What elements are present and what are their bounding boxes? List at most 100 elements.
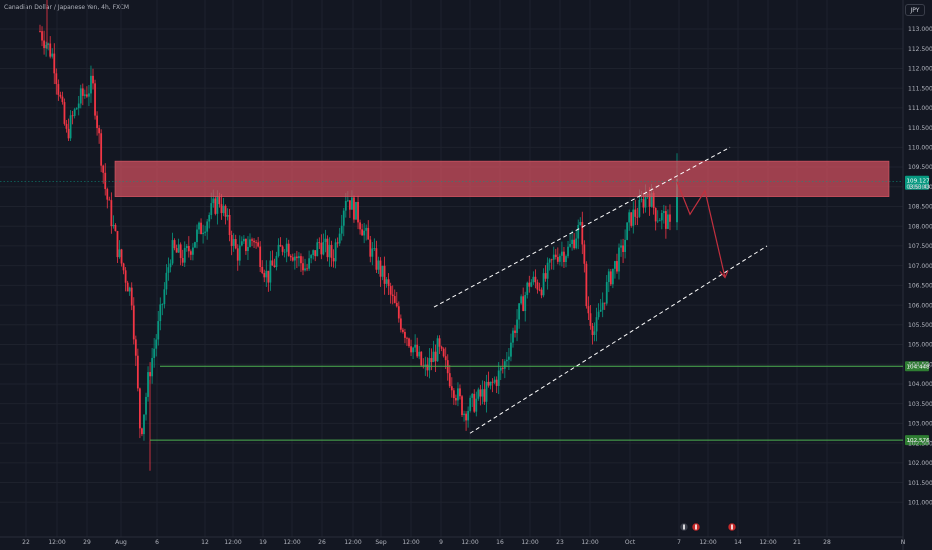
candle-body bbox=[628, 212, 631, 223]
candle-body bbox=[112, 224, 115, 227]
candle-body bbox=[259, 246, 262, 267]
candle-body bbox=[556, 257, 559, 262]
candle-body bbox=[271, 260, 274, 266]
candle-body bbox=[609, 271, 612, 285]
candle-body bbox=[391, 294, 394, 297]
candle-body bbox=[336, 242, 339, 244]
candle-body bbox=[134, 339, 137, 356]
candle-body bbox=[624, 239, 627, 252]
candle-body bbox=[206, 221, 209, 232]
candle-body bbox=[426, 364, 429, 371]
y-tick-label: 105.000 bbox=[908, 342, 932, 349]
y-tick-label: 101.500 bbox=[908, 480, 932, 487]
candle-body bbox=[442, 348, 445, 357]
countdown-label: 03:53:43 bbox=[907, 184, 930, 190]
y-tick-label: 101.000 bbox=[908, 499, 932, 506]
candle-body bbox=[285, 243, 288, 252]
candle-body bbox=[198, 222, 200, 230]
candle-body bbox=[173, 240, 176, 249]
candle-body bbox=[412, 347, 414, 353]
candle-body bbox=[567, 246, 569, 257]
y-tick-label: 102.500 bbox=[908, 440, 932, 447]
y-tick-label: 108.000 bbox=[908, 223, 932, 230]
candle-body bbox=[281, 246, 284, 252]
candle-body bbox=[94, 83, 96, 116]
ascending-channel[interactable] bbox=[433, 146, 768, 434]
candlestick-series bbox=[39, 0, 678, 471]
candle-body bbox=[312, 250, 315, 256]
x-tick-label: 12:00 bbox=[224, 539, 241, 546]
y-tick-label: 107.000 bbox=[908, 263, 932, 270]
candle-body bbox=[593, 331, 596, 335]
candle-body bbox=[265, 270, 268, 278]
candle-body bbox=[565, 256, 567, 263]
candle-body bbox=[404, 331, 406, 338]
candle-body bbox=[126, 282, 129, 292]
candle-body bbox=[534, 276, 537, 283]
y-tick-label: 104.500 bbox=[908, 361, 932, 368]
candle-body bbox=[495, 379, 498, 386]
candle-body bbox=[147, 372, 149, 397]
candle-body bbox=[344, 200, 347, 211]
x-tick-label: 12:00 bbox=[344, 539, 361, 546]
candle-body bbox=[607, 271, 610, 283]
candle-body bbox=[505, 359, 508, 362]
candle-body bbox=[67, 128, 70, 139]
candle-body bbox=[644, 194, 647, 208]
x-tick-label: 12:00 bbox=[402, 539, 419, 546]
candle-body bbox=[130, 287, 133, 306]
candle-body bbox=[102, 165, 105, 173]
resistance-zone[interactable] bbox=[114, 160, 890, 197]
x-tick-label: Aug bbox=[115, 539, 127, 546]
candle-body bbox=[92, 75, 94, 84]
candle-body bbox=[255, 242, 258, 244]
candle-body bbox=[57, 84, 60, 95]
candle-body bbox=[236, 248, 239, 261]
time-axis[interactable]: 22 12:00 29 Aug 6 12 12:00 19 12:00 26 12:00 Sep 12:… bbox=[22, 539, 905, 546]
candle-body bbox=[218, 196, 221, 205]
candle-body bbox=[247, 246, 249, 252]
candle-body bbox=[503, 361, 506, 369]
x-tick-label: 29 bbox=[83, 539, 91, 546]
candle-body bbox=[128, 287, 131, 292]
candle-body bbox=[569, 244, 571, 247]
event-markers[interactable] bbox=[679, 522, 737, 532]
candle-body bbox=[136, 355, 139, 389]
candle-body bbox=[395, 302, 398, 307]
candle-body bbox=[620, 245, 622, 248]
candle-body bbox=[363, 230, 366, 236]
y-tick-label: 107.500 bbox=[908, 243, 932, 250]
candle-body bbox=[595, 317, 598, 332]
candle-body bbox=[196, 229, 198, 243]
price-axis[interactable]: 113.000 112.500 112.000 111.500 111.000 110.5… bbox=[908, 26, 932, 506]
candle-body bbox=[440, 346, 443, 349]
candle-body bbox=[499, 367, 502, 371]
projection-arrow[interactable] bbox=[676, 181, 729, 279]
candle-body bbox=[47, 43, 50, 45]
candle-body bbox=[489, 381, 492, 386]
candle-body bbox=[83, 94, 86, 96]
x-tick-label: 12:00 bbox=[581, 539, 598, 546]
candle-body bbox=[650, 192, 653, 207]
symbol-title: Canadian Dollar / Japanese Yen, 4h, FXCM bbox=[4, 4, 130, 11]
candle-body bbox=[106, 189, 109, 200]
candle-body bbox=[648, 193, 651, 207]
y-tick-label: 108.500 bbox=[908, 204, 932, 211]
candle-body bbox=[571, 239, 574, 245]
x-tick-label: 23 bbox=[556, 539, 564, 546]
candle-body bbox=[177, 244, 180, 253]
x-tick-label: 12:00 bbox=[759, 539, 776, 546]
candle-body bbox=[220, 204, 223, 214]
currency-button[interactable]: JPY bbox=[905, 4, 925, 16]
candle-body bbox=[418, 351, 421, 357]
candle-body bbox=[638, 199, 641, 217]
candle-body bbox=[98, 128, 101, 134]
candle-body bbox=[561, 251, 563, 256]
candle-body bbox=[330, 244, 333, 259]
candle-body bbox=[579, 221, 582, 226]
candle-body bbox=[304, 268, 306, 271]
candle-body bbox=[420, 351, 423, 366]
candle-body bbox=[603, 302, 606, 304]
